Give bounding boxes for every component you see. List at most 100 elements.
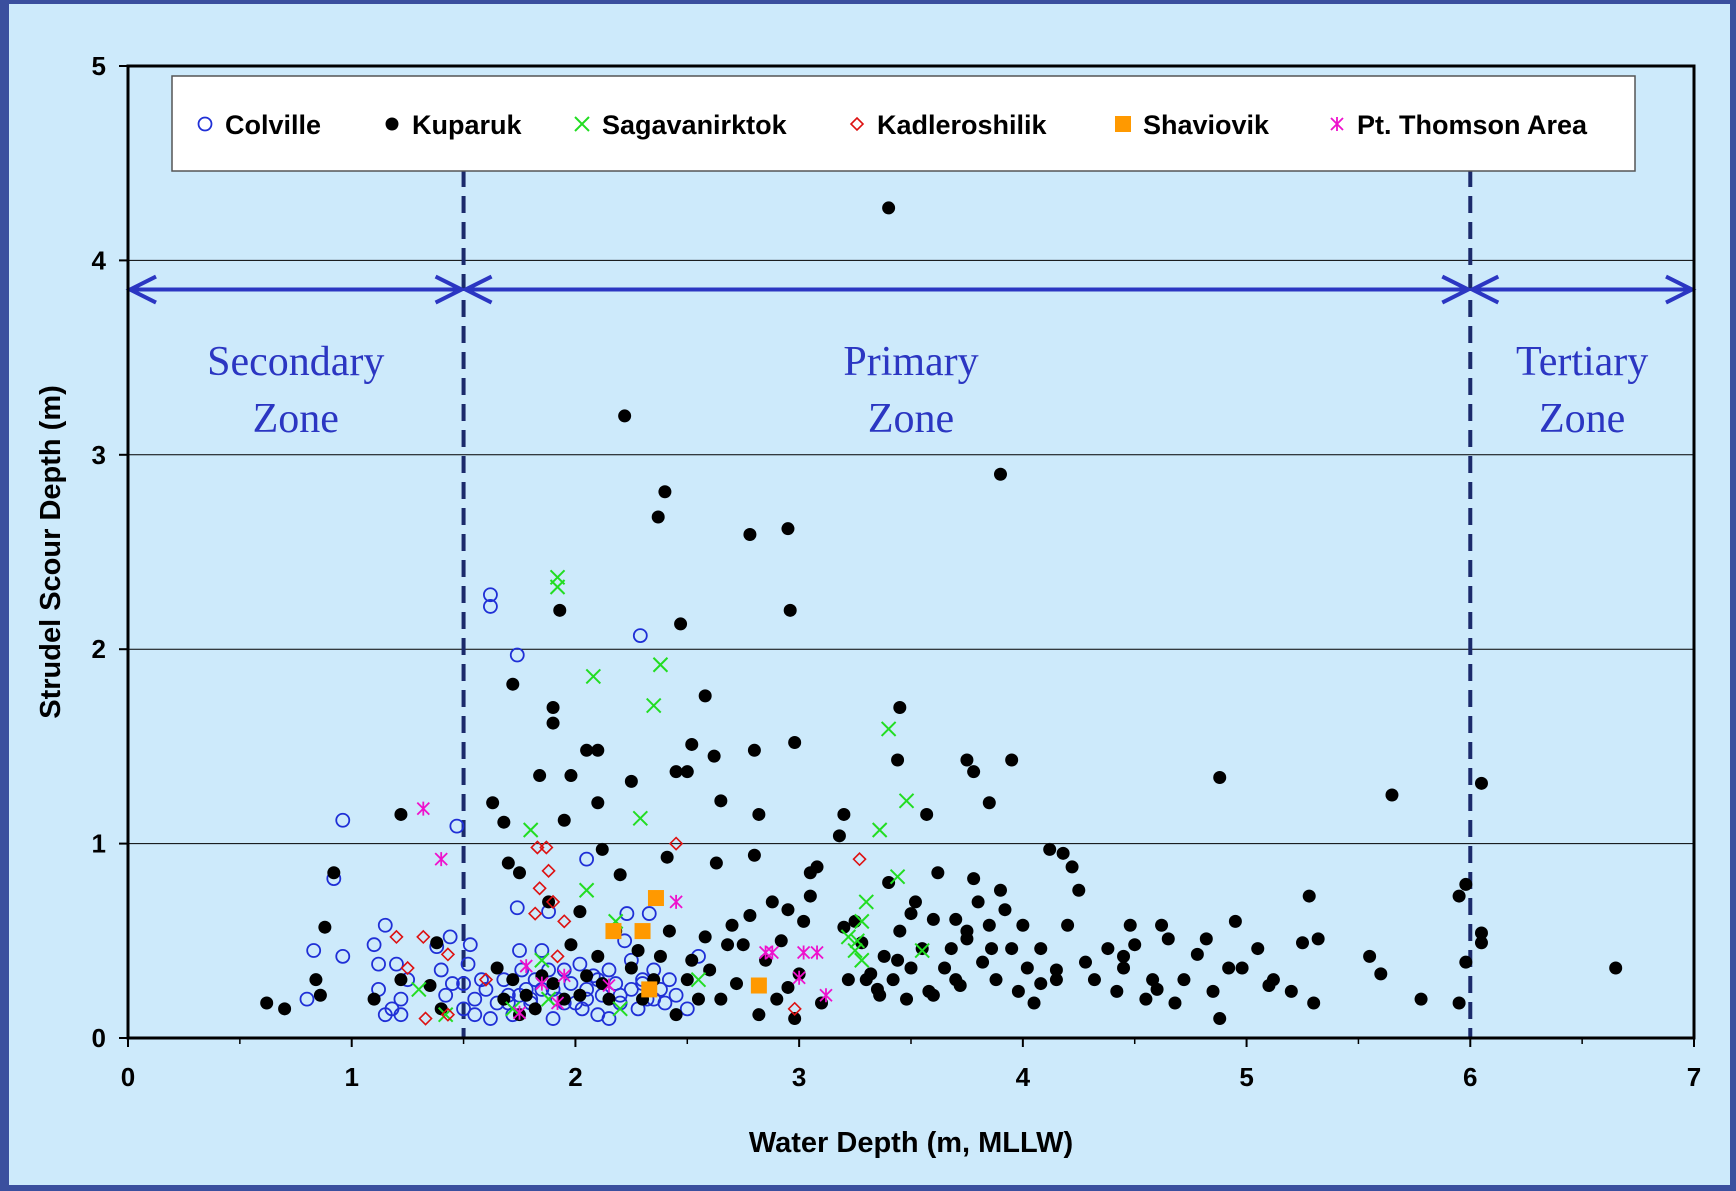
data-point [1228, 914, 1242, 928]
data-point [658, 485, 672, 499]
data-point [707, 749, 721, 763]
data-point [513, 866, 526, 880]
data-point [750, 977, 767, 994]
data-point [545, 1011, 561, 1026]
data-point [852, 852, 867, 867]
data-point [377, 917, 393, 933]
data-point [367, 992, 381, 1006]
data-point [534, 943, 550, 958]
data-point [617, 933, 633, 949]
data-point [433, 962, 449, 978]
data-point [967, 872, 981, 886]
data-point [854, 913, 870, 930]
series-kuparuk [260, 201, 1623, 1026]
data-point [497, 815, 511, 829]
data-point [882, 201, 896, 215]
data-point [797, 914, 811, 928]
data-point [652, 657, 669, 673]
data-point [1307, 996, 1321, 1010]
data-point [1452, 889, 1466, 903]
data-point [534, 952, 550, 968]
data-point [747, 848, 761, 862]
data-point [880, 721, 897, 737]
data-point [613, 868, 627, 882]
data-point [770, 992, 784, 1006]
data-point [1168, 996, 1182, 1010]
data-point [519, 959, 533, 974]
data-point [1043, 842, 1057, 856]
data-point [914, 942, 930, 959]
data-point [605, 923, 622, 940]
data-point [456, 1001, 471, 1017]
data-point [815, 996, 829, 1010]
data-point [849, 933, 866, 949]
data-point [690, 971, 707, 988]
data-point [591, 796, 605, 810]
data-point [840, 929, 857, 945]
data-point [747, 743, 761, 757]
data-point [1027, 996, 1041, 1010]
data-point [389, 956, 404, 972]
data-point [478, 982, 494, 997]
data-point [535, 976, 549, 991]
data-point [557, 992, 571, 1006]
data-point [1235, 961, 1249, 975]
data-point [1374, 967, 1388, 981]
data-point [698, 689, 712, 703]
data-point [541, 863, 556, 878]
series-colville [299, 587, 706, 1026]
data-point [976, 955, 990, 969]
data-point [774, 934, 788, 948]
data-point [993, 467, 1007, 481]
data-point [752, 1008, 766, 1022]
data-point [549, 579, 566, 595]
data-point [540, 991, 557, 1007]
data-point [908, 895, 922, 909]
x-tick-label: 7 [1687, 1062, 1701, 1092]
data-point [632, 810, 649, 827]
data-point [309, 973, 323, 987]
data-point [634, 923, 651, 940]
data-point [703, 963, 717, 977]
data-point [486, 796, 500, 810]
data-point [546, 701, 560, 715]
data-point [416, 801, 430, 816]
data-point [1049, 963, 1063, 977]
data-point [394, 973, 408, 987]
data-point [714, 794, 728, 808]
data-point [619, 906, 635, 921]
data-point [787, 1001, 802, 1016]
data-point [546, 716, 560, 730]
data-point [982, 918, 996, 932]
data-point [646, 697, 662, 714]
data-point [389, 929, 404, 945]
data-point [1117, 961, 1131, 975]
data-point [467, 991, 483, 1007]
data-point [1139, 992, 1153, 1006]
series-sagavanirktok [411, 569, 930, 1023]
data-point [449, 818, 465, 834]
data-point [1101, 942, 1115, 956]
data-point [423, 979, 437, 993]
data-point [1005, 753, 1019, 767]
data-point [819, 988, 833, 1003]
data-point [660, 850, 674, 864]
data-point [837, 807, 851, 821]
data-point [788, 1012, 802, 1026]
data-point [539, 840, 554, 855]
data-point [685, 737, 699, 751]
data-point [467, 1007, 483, 1023]
data-point [960, 924, 974, 938]
data-point [736, 938, 750, 952]
data-point [546, 977, 560, 991]
data-point [528, 1002, 542, 1016]
data-point [371, 956, 386, 972]
data-point [758, 945, 773, 960]
data-point [679, 1001, 695, 1017]
zone-label-suffix: Zone [868, 396, 954, 442]
data-point [998, 903, 1012, 917]
data-point [335, 812, 351, 828]
plot-area [128, 66, 1694, 1038]
data-point [985, 942, 999, 956]
data-point [668, 987, 684, 1003]
